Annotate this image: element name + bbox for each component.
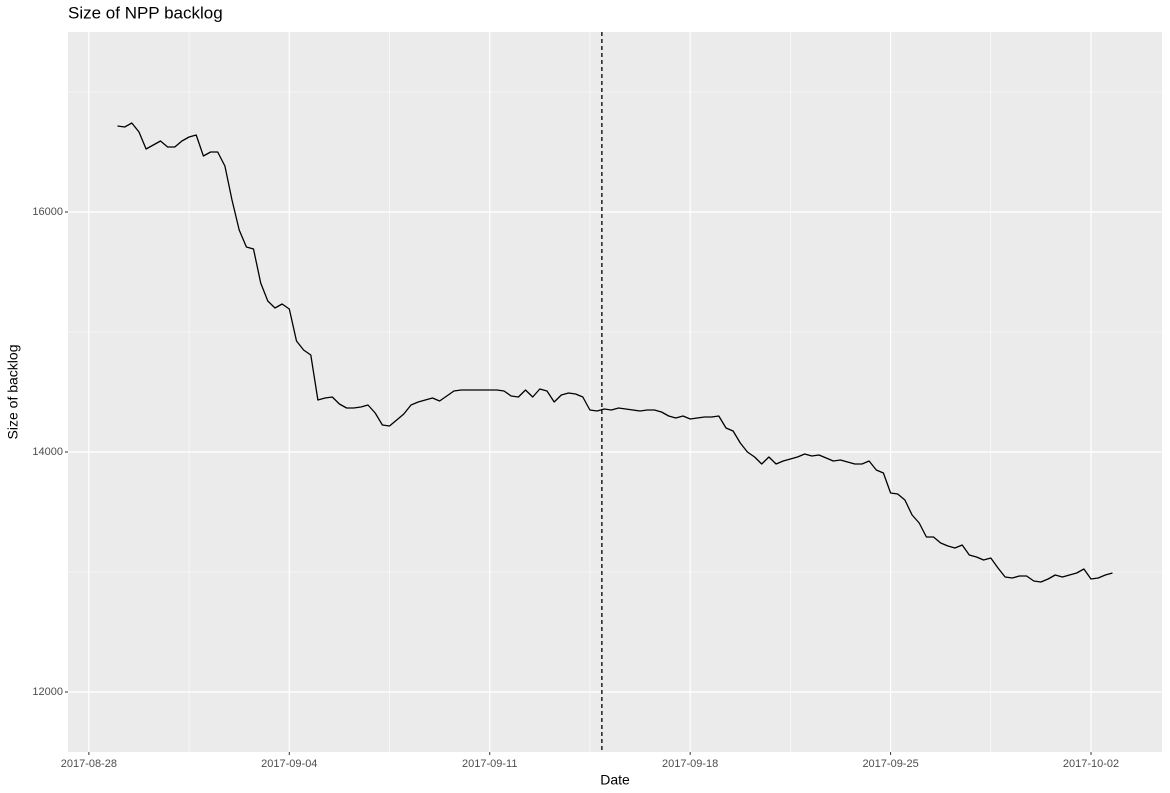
x-tick-label: 2017-09-04	[261, 758, 317, 770]
x-axis-title: Date	[600, 772, 630, 788]
panel	[68, 32, 1162, 752]
x-tick-label: 2017-09-25	[862, 758, 918, 770]
line	[117, 122, 1113, 583]
y-tick-label: 12000	[32, 686, 63, 698]
x-tick-label: 2017-09-18	[662, 758, 718, 770]
chart-title: Size of NPP backlog	[68, 3, 223, 22]
x-tick-label: 2017-10-02	[1063, 758, 1119, 770]
x-tick-label: 2017-09-11	[462, 758, 517, 770]
y-tick-label: 14000	[32, 446, 63, 458]
y-axis-title: Size of backlog	[5, 345, 21, 440]
y-tick-label: 16000	[32, 206, 63, 218]
x-tick-label: 2017-08-28	[61, 758, 117, 770]
